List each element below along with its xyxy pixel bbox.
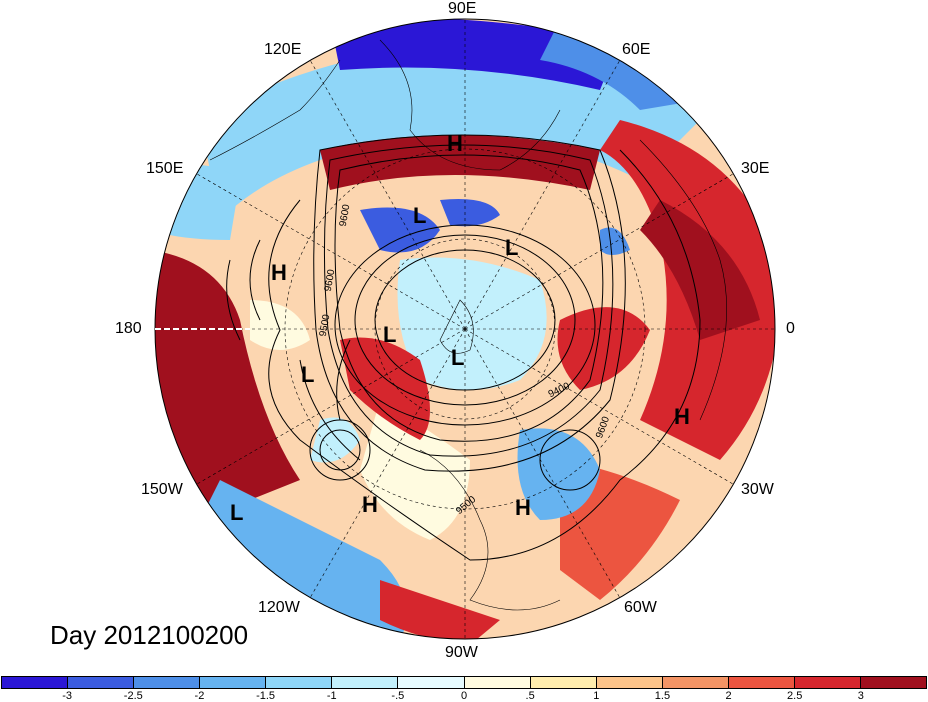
colorbar-segment	[200, 677, 267, 688]
colorbar-segment	[728, 677, 795, 688]
lon-label-0: 0	[786, 320, 795, 337]
colorbar	[1, 676, 927, 689]
colorbar-tick-label: -.5	[391, 690, 405, 702]
lon-label-90e: 90E	[448, 0, 477, 17]
lon-label-150e: 150E	[146, 160, 184, 177]
colorbar-segment	[861, 677, 927, 688]
colorbar-segment	[2, 677, 69, 688]
colorbar-tick-label: 2.5	[787, 690, 803, 702]
lon-label-60e: 60E	[622, 41, 651, 58]
graticule	[155, 19, 775, 639]
colorbar-tick-label: -1	[326, 690, 337, 702]
lon-label-180: 180	[115, 320, 142, 337]
low-pressure-center: L	[505, 235, 519, 260]
polar-stereographic-map	[154, 18, 776, 640]
lon-label-120e: 120E	[264, 41, 302, 58]
colorbar-segment	[134, 677, 201, 688]
high-pressure-center: H	[674, 404, 690, 429]
geopotential-contours	[226, 134, 701, 561]
colorbar-tick-label: .5	[525, 690, 535, 702]
colorbar-segment	[662, 677, 729, 688]
colorbar-tick-label: 3	[857, 690, 864, 702]
date-label: Day 2012100200	[50, 620, 249, 650]
lon-label-60w: 60W	[624, 599, 657, 616]
colorbar-segment	[68, 677, 135, 688]
colorbar-segment	[398, 677, 465, 688]
high-pressure-center: H	[515, 495, 531, 520]
lon-label-150w: 150W	[141, 481, 183, 498]
low-pressure-center: L	[383, 322, 397, 347]
colorbar-tick-label: 0	[460, 690, 468, 702]
colorbar-tick-label: -2.5	[123, 690, 143, 702]
colorbar-segment	[596, 677, 663, 688]
colorbar-tick-label: 1.5	[654, 690, 671, 702]
colorbar-segment	[266, 677, 333, 688]
high-pressure-center: H	[271, 260, 287, 285]
lon-label-30e: 30E	[741, 160, 770, 177]
coastlines	[209, 39, 727, 611]
low-pressure-center: L	[230, 500, 244, 525]
high-pressure-center: H	[447, 131, 463, 156]
low-pressure-center: L	[413, 203, 427, 228]
colorbar-tick-label: 1	[593, 690, 600, 702]
colorbar-tick-label: 2	[725, 690, 732, 702]
lon-label-30w: 30W	[741, 481, 774, 498]
low-pressure-center: L	[301, 362, 315, 387]
lon-label-120w: 120W	[258, 599, 300, 616]
colorbar-segment	[794, 677, 862, 688]
high-pressure-center: H	[362, 492, 378, 517]
lon-label-90w: 90W	[445, 644, 478, 661]
colorbar-segment	[530, 677, 597, 688]
colorbar-tick-label: -1.5	[256, 690, 276, 702]
colorbar-segment	[464, 677, 531, 688]
low-pressure-center: L	[451, 345, 465, 370]
colorbar-tick-label: -2	[194, 690, 205, 702]
colorbar-segment	[332, 677, 399, 688]
colorbar-tick-label: -3	[62, 690, 73, 702]
